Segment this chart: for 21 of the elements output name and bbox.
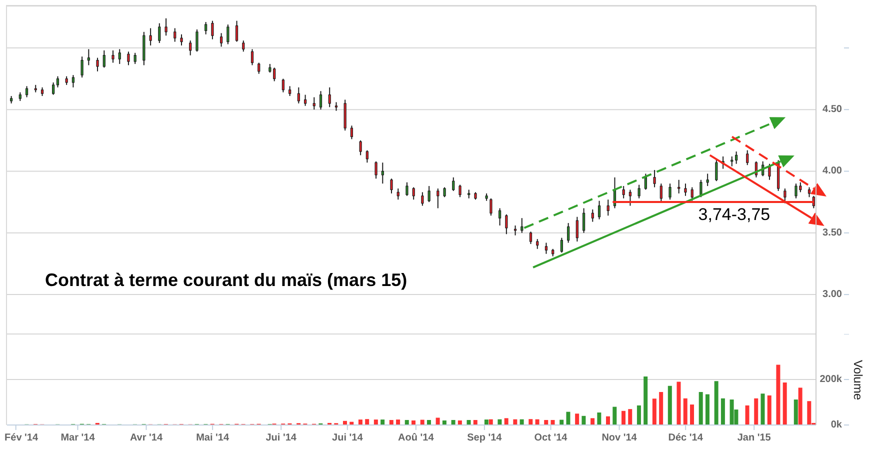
y-tick-label: 3.50 (822, 227, 842, 238)
text: Contrat à terme courant du maïs (mars 15) (45, 270, 408, 291)
x-tick-label: Sep '14 (467, 432, 502, 444)
x-tick-label: Fév '14 (4, 432, 38, 444)
x-tick-label: Déc '14 (668, 432, 704, 444)
x-tick-label: Jan '15 (737, 432, 772, 444)
y-tick-label: 200k (820, 374, 842, 385)
x-tick-label: Jui '14 (332, 432, 364, 444)
x-tick-label: Jui '14 (266, 432, 297, 444)
y-axis-title: Volume (851, 359, 865, 400)
x-tick-label: Oct '14 (534, 432, 568, 444)
y-tick-label: 4.00 (822, 166, 842, 177)
y-tick-label: 0k (830, 420, 842, 430)
x-tick-label: Mar '14 (60, 432, 96, 444)
x-tick-label: Mai '14 (196, 432, 230, 444)
x-tick-label: Nov '14 (602, 432, 638, 444)
annotation: 3,74-3,75 (698, 205, 770, 226)
x-tick-label: Aoû '14 (398, 432, 434, 444)
x-tick-label: Avr '14 (130, 432, 163, 444)
y-tick-label: 4.50 (822, 104, 842, 116)
y-tick-label: 3.00 (822, 289, 842, 300)
